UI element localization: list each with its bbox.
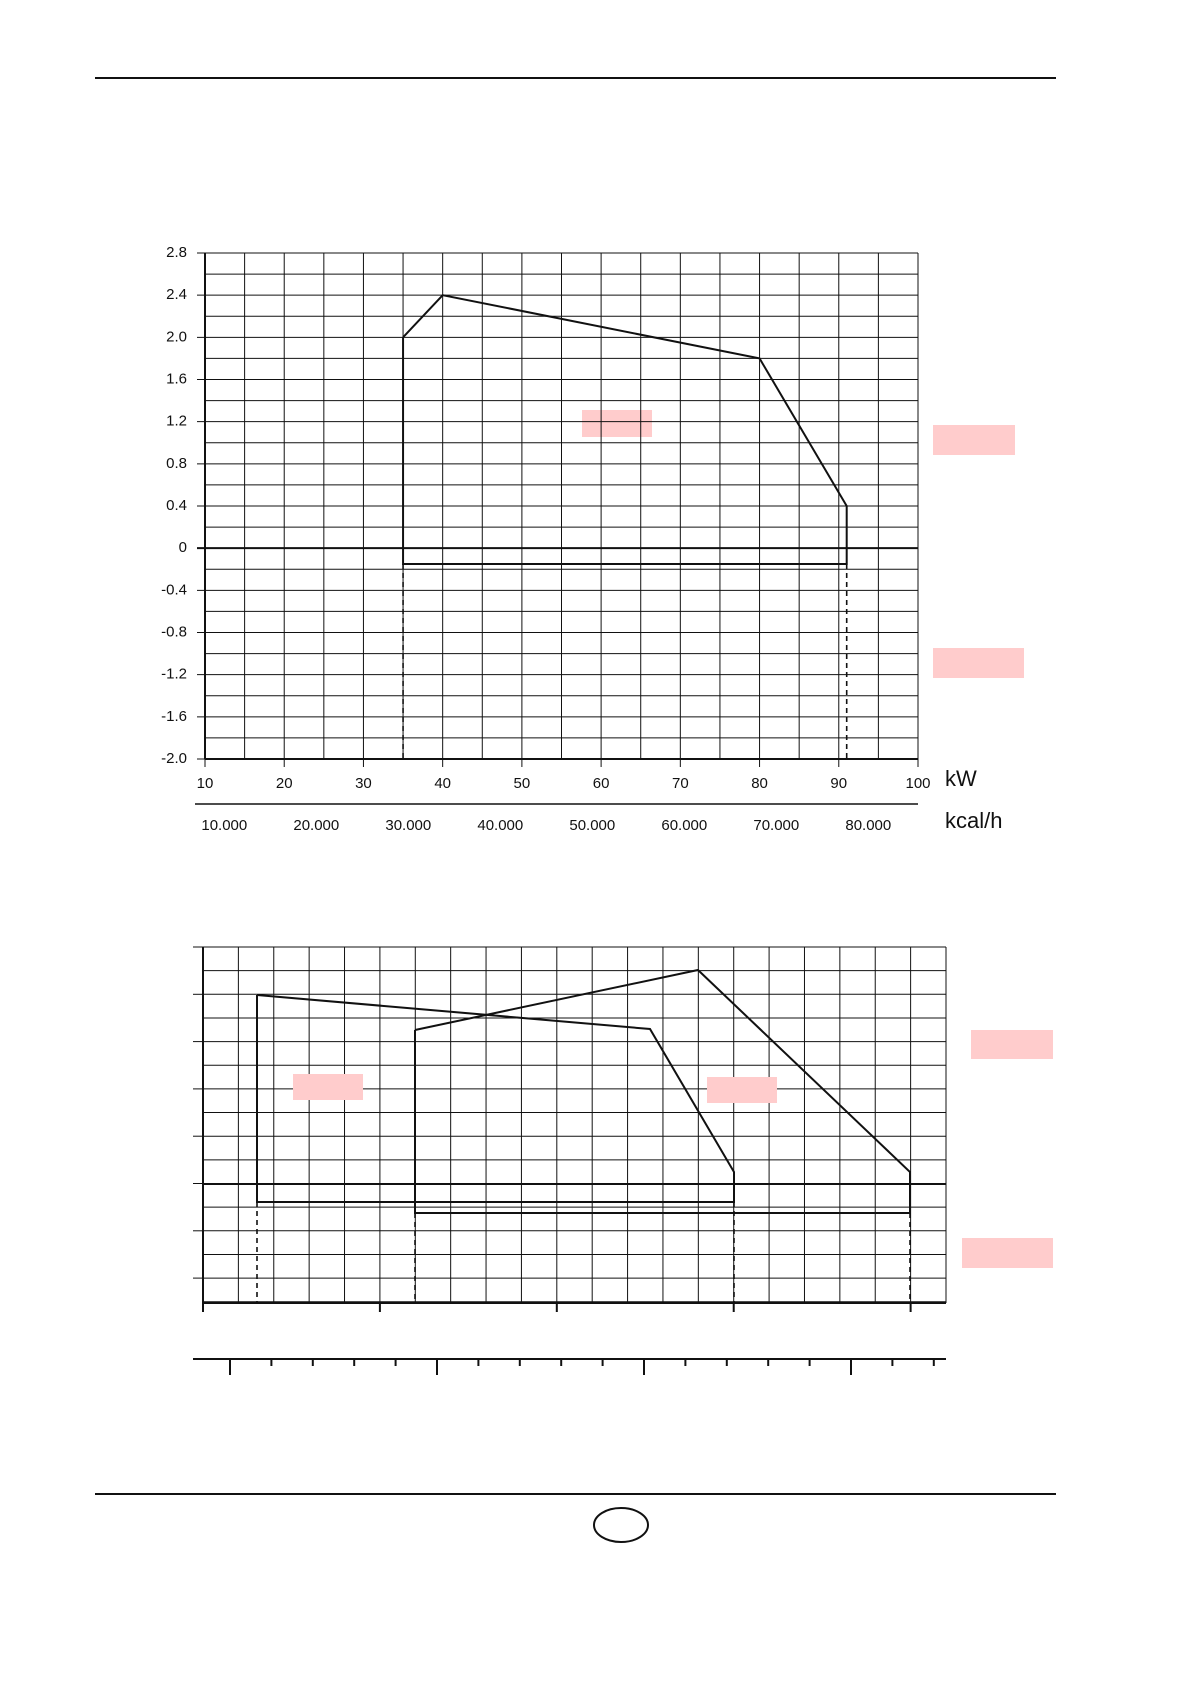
x-tick-label: 100 [905,775,930,792]
x2-tick-label: 40.000 [477,817,523,834]
redacted-label [582,410,652,437]
x2-tick-label: 30.000 [385,817,431,834]
y-tick-label: 1.6 [166,370,187,387]
y-tick-label: 0 [179,539,187,556]
redacted-label [933,648,1024,678]
x2-tick-label: 50.000 [569,817,615,834]
x-tick-label: 60 [593,775,610,792]
y-tick-label: 1.2 [166,413,187,430]
chart-2 [193,946,1053,1375]
redacted-label [962,1238,1053,1268]
y-tick-label: -0.8 [161,623,187,640]
range-outline [414,968,911,1214]
x-tick-label: 70 [672,775,689,792]
page-badge [593,1507,649,1543]
y-tick-label: 0.4 [166,497,187,514]
x-tick-label: 80 [751,775,768,792]
x2-tick-label: 60.000 [661,817,707,834]
x2-tick-label: 70.000 [753,817,799,834]
y-tick-label: 0.8 [166,455,187,472]
x2-tick-label: 80.000 [845,817,891,834]
y-tick-label: -0.4 [161,581,187,598]
x-tick-label: 40 [434,775,451,792]
redacted-label [933,425,1015,455]
y-tick-label: -2.0 [161,750,187,767]
y-tick-label: -1.6 [161,708,187,725]
redacted-label [293,1074,363,1100]
x-tick-label: 20 [276,775,293,792]
x-tick-label: 30 [355,775,372,792]
x-tick-label: 10 [197,775,214,792]
x2-tick-label: 20.000 [293,817,339,834]
x2-axis-label: kcal/h [945,808,1002,833]
y-tick-label: 2.0 [166,328,187,345]
redacted-label [707,1077,777,1103]
redacted-label [971,1030,1053,1059]
x-tick-label: 50 [514,775,531,792]
x-tick-label: 90 [830,775,847,792]
y-tick-label: -1.2 [161,666,187,683]
y-tick-label: 2.8 [166,244,187,261]
chart-1: -2.0 -1.6 -1.2 -0.8 -0.4 0 0.4 0.8 1.2 1.6 2.0 2.4 2… [161,244,1024,834]
x-axis-label: kW [945,766,977,791]
y-tick-label: 2.4 [166,286,187,303]
range-outline [256,994,735,1203]
x2-tick-label: 10.000 [201,817,247,834]
